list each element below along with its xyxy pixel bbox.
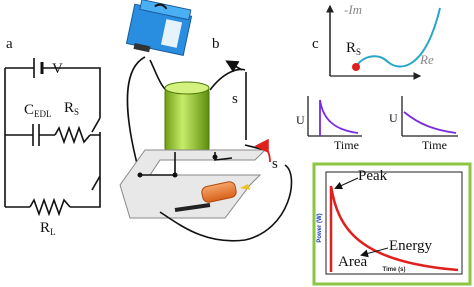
axis-label: U [296, 113, 305, 127]
annotation: Area [338, 254, 367, 270]
axis-label: U [389, 111, 398, 125]
power-curve [329, 185, 459, 272]
switch-label: s [232, 91, 238, 107]
axis [401, 96, 458, 137]
panel-label: b [212, 36, 220, 52]
panel-label: a [6, 36, 13, 52]
subscript: L [50, 227, 56, 237]
symbol: C [24, 102, 34, 118]
annotation: Energy [389, 238, 433, 254]
axis-label: Time [422, 138, 447, 152]
symbol: R [64, 100, 74, 116]
subscript: EDL [34, 109, 52, 119]
supercapacitor-top [164, 81, 210, 95]
capacitor-label: CEDL [24, 102, 52, 119]
voltage-curve [319, 99, 359, 136]
arrow [360, 247, 389, 258]
probe [174, 203, 211, 212]
symbol: R [40, 220, 50, 236]
arrow [334, 177, 359, 190]
annotation: Peak [358, 168, 388, 184]
subscript: S [356, 47, 361, 57]
battery-label: V [52, 61, 63, 77]
resistor-label: RS [64, 100, 79, 117]
panel-label: c [312, 36, 319, 52]
axis-label: Re [419, 52, 434, 67]
arrow [225, 60, 243, 73]
resistor [54, 125, 91, 145]
subscript: S [74, 107, 79, 117]
resistor-label: RL [40, 220, 56, 237]
clip [240, 184, 250, 190]
battery-box [125, 0, 193, 56]
circuit-wire [4, 67, 101, 208]
panel-a: a V CEDL RS RL [4, 36, 101, 237]
panel-b: b s s [119, 0, 293, 242]
switch-label: s [272, 156, 278, 172]
wire [140, 144, 266, 176]
axis-label: Time [334, 138, 359, 152]
axis-label: Power (W) [317, 213, 323, 242]
voltage-curve [403, 111, 457, 134]
panel-c: c -Im Re RS U Time U Time Power (W) Time… [296, 2, 472, 286]
axis [307, 96, 362, 137]
junction [212, 154, 218, 160]
axis-label: -Im [344, 2, 362, 17]
axis-label: Time (s) [383, 267, 406, 273]
resistor [201, 181, 237, 203]
wire [159, 164, 293, 242]
symbol: R [346, 40, 356, 56]
resistor [29, 197, 71, 217]
junction [172, 172, 178, 178]
nyquist-curve [355, 7, 441, 68]
point-label: RS [346, 40, 361, 57]
power-plot [325, 171, 463, 275]
arrow [254, 138, 271, 163]
rs-point [352, 63, 360, 71]
supercapacitor [164, 87, 210, 153]
junction [137, 172, 143, 178]
